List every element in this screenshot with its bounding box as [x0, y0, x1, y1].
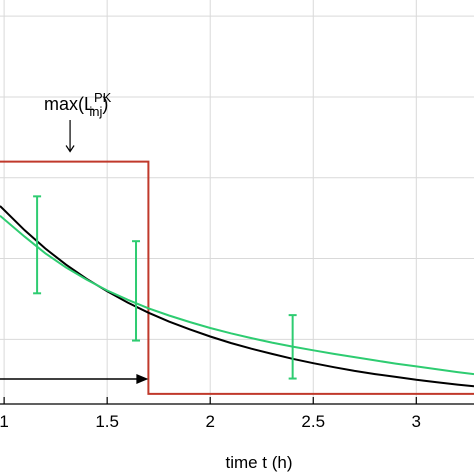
x-axis-label: time t (h)	[225, 453, 292, 472]
x-tick-label-1: 1.5	[95, 412, 119, 431]
injection-step-line	[0, 160, 474, 395]
series-layer	[0, 160, 474, 395]
annotations: max(LPK inj)	[0, 90, 149, 384]
axes: 1 1.5 2 2.5 3	[0, 397, 474, 431]
annotation-close-paren: )	[102, 94, 108, 114]
x-tick-label-0: 1	[0, 412, 9, 431]
fit-curve	[0, 214, 474, 376]
annotation-subscript: inj	[89, 104, 102, 119]
error-bar-2	[288, 314, 297, 380]
grid	[0, 0, 474, 404]
injection-max-annotation: max(LPK inj)	[44, 90, 112, 119]
duration-arrow-head	[136, 373, 149, 384]
error-bar-0	[33, 195, 42, 295]
annotation-superscript: PK	[94, 90, 112, 105]
x-tick-label-4: 3	[412, 412, 421, 431]
x-tick-label-3: 2.5	[301, 412, 325, 431]
annotation-main-text: max(L	[44, 94, 94, 114]
annotation-down-arrow-head	[65, 145, 75, 153]
error-bar-1	[132, 240, 141, 342]
x-tick-label-2: 2	[205, 412, 214, 431]
